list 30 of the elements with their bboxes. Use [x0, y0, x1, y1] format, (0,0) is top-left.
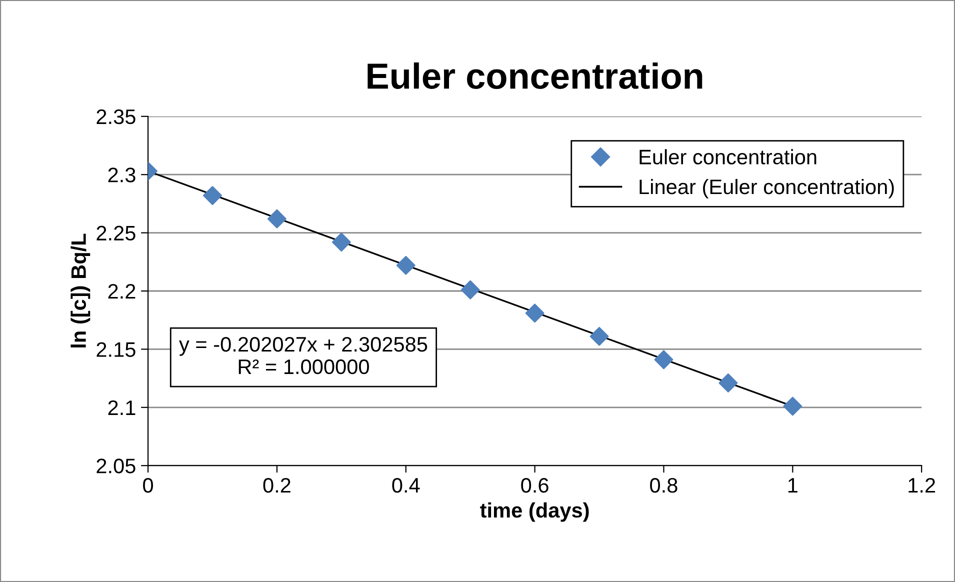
- point: [460, 280, 480, 300]
- x-axis-title: time (days): [480, 502, 589, 522]
- legend-label: Euler concentration: [640, 149, 816, 164]
- y-tick-label: 2.2: [108, 284, 136, 299]
- point: [332, 232, 351, 252]
- x-tick-label: 0.6: [521, 478, 548, 493]
- x-tick-label: 0: [143, 478, 154, 493]
- y-tick-label: 2.35: [96, 109, 136, 124]
- y-axis-title: ln ([c]) Bq/L: [70, 234, 90, 348]
- y-tick-label: 2.15: [96, 342, 136, 357]
- x-tick-label: 0.4: [392, 478, 420, 493]
- point: [203, 186, 222, 206]
- chart-title: Euler concentration: [368, 62, 702, 89]
- x-tick-label: 0.8: [650, 478, 678, 493]
- x-tick-label: 0.2: [263, 478, 290, 493]
- y-tick-label: 2.3: [108, 168, 136, 182]
- point: [396, 256, 416, 275]
- point: [783, 396, 802, 416]
- annotation: y = -0.202027x + 2.302585 R² = 1.000000: [179, 336, 428, 374]
- point: [525, 304, 544, 323]
- legend-label: Linear (Euler concentration): [640, 178, 894, 198]
- x-tick-label: 1: [788, 478, 798, 493]
- point: [267, 209, 286, 228]
- y-tick-label: 2.25: [96, 226, 136, 241]
- x-tick-label: 1.2: [908, 478, 936, 493]
- point: [590, 326, 609, 346]
- y-tick-label: 2.1: [108, 400, 136, 415]
- y-tick-label: 2.05: [96, 458, 136, 474]
- point: [654, 350, 674, 370]
- point: [718, 373, 738, 392]
